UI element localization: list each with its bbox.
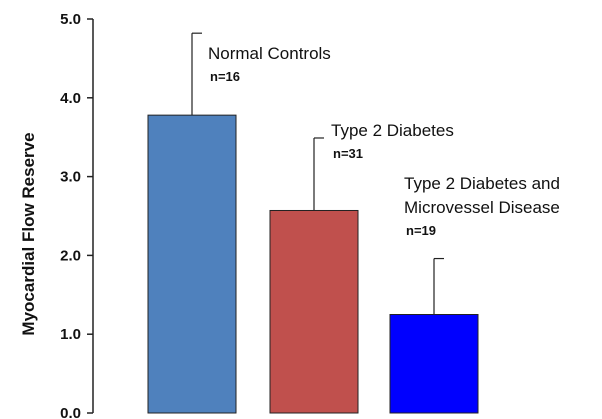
y-tick-label: 0.0 — [60, 405, 81, 419]
y-tick-label: 4.0 — [60, 90, 81, 107]
category-label: Normal Controls — [208, 44, 331, 63]
bar — [270, 210, 358, 413]
category-label: Type 2 Diabetes — [331, 121, 454, 140]
axis-layer: 0.0 1.0 2.0 3.0 4.0 5.0 — [60, 11, 93, 419]
sample-size-label: n=31 — [333, 146, 363, 161]
labels-layer: Normal Controls n=16 Type 2 Diabetes n=31 Ty… — [208, 44, 560, 238]
sample-size-label: n=19 — [406, 223, 436, 238]
y-tick-label: 1.0 — [60, 326, 81, 343]
y-tick-label: 5.0 — [60, 11, 81, 28]
y-tick-label: 3.0 — [60, 169, 81, 186]
y-tick-label: 2.0 — [60, 247, 81, 264]
bar — [390, 315, 478, 414]
category-label: Type 2 Diabetes and — [404, 174, 560, 193]
category-label: Microvessel Disease — [404, 198, 560, 217]
sample-size-label: n=16 — [210, 69, 240, 84]
y-axis-title: Myocardial Flow Reserve — [19, 132, 38, 335]
bar — [148, 115, 236, 413]
